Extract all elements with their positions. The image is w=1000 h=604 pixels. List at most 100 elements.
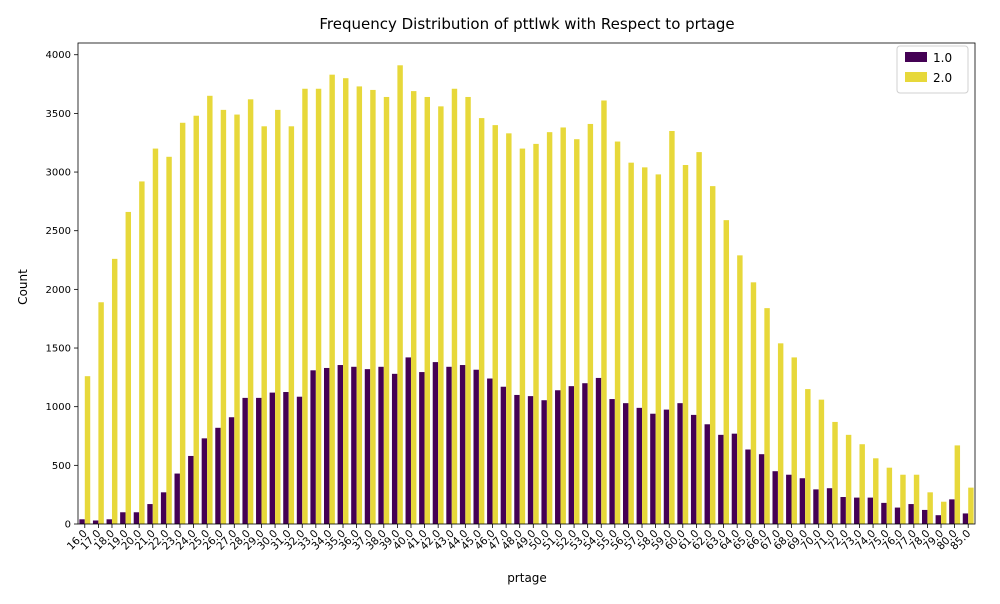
bar-series-1-38.0 xyxy=(383,96,390,524)
bar-series-0-22.0 xyxy=(160,492,167,524)
bar-series-1-21.0 xyxy=(152,148,159,524)
bar-series-0-19.0 xyxy=(120,512,126,524)
bar-series-1-25.0 xyxy=(207,95,213,524)
bar-series-1-52.0 xyxy=(574,139,580,524)
bar-series-1-36.0 xyxy=(356,86,363,524)
bar-series-0-54.0 xyxy=(595,377,602,524)
bar-series-1-50.0 xyxy=(546,132,553,524)
bar-series-1-61.0 xyxy=(696,152,702,525)
bar-series-1-62.0 xyxy=(709,186,716,524)
bars-layer xyxy=(79,65,974,525)
bar-series-0-69.0 xyxy=(799,478,806,524)
bar-series-0-41.0 xyxy=(419,372,425,524)
bar-series-0-68.0 xyxy=(786,474,792,524)
bar-series-1-43.0 xyxy=(451,88,458,524)
bar-series-0-51.0 xyxy=(555,390,561,524)
bar-series-1-57.0 xyxy=(642,167,648,525)
bar-series-0-70.0 xyxy=(813,489,819,524)
y-tick-label: 3500 xyxy=(46,109,71,120)
bar-series-0-32.0 xyxy=(296,396,303,524)
bar-series-0-62.0 xyxy=(704,424,710,524)
x-axis-label: prtage xyxy=(507,571,547,585)
bar-series-0-74.0 xyxy=(867,497,874,524)
bar-series-1-17.0 xyxy=(98,302,104,524)
bar-series-1-67.0 xyxy=(777,343,784,524)
bar-series-0-43.0 xyxy=(446,366,452,524)
bar-series-0-39.0 xyxy=(391,373,398,524)
y-tick-label: 0 xyxy=(65,520,71,531)
bar-series-0-71.0 xyxy=(826,488,833,524)
bar-series-1-34.0 xyxy=(329,74,335,525)
bar-series-0-27.0 xyxy=(228,417,235,524)
bar-series-1-30.0 xyxy=(275,109,281,525)
bar-series-1-37.0 xyxy=(370,89,376,525)
chart-title: Frequency Distribution of pttlwk with Re… xyxy=(319,15,734,33)
bar-series-0-60.0 xyxy=(677,403,683,524)
bar-series-0-28.0 xyxy=(242,397,248,524)
bar-series-0-85.0 xyxy=(962,513,969,524)
bar-series-1-77.0 xyxy=(913,474,920,524)
bar-series-0-18.0 xyxy=(106,519,112,524)
x-axis: 16.017.018.019.020.021.022.023.024.025.0… xyxy=(65,524,973,553)
bar-series-1-70.0 xyxy=(818,399,825,524)
bar-series-1-33.0 xyxy=(315,88,322,524)
bar-series-0-48.0 xyxy=(514,394,520,524)
bar-series-1-49.0 xyxy=(533,143,539,524)
bar-series-1-19.0 xyxy=(125,211,132,524)
bar-series-0-37.0 xyxy=(364,369,371,524)
bar-series-1-71.0 xyxy=(832,421,838,524)
bar-series-1-35.0 xyxy=(343,78,349,524)
bar-series-1-54.0 xyxy=(601,100,607,525)
bar-series-0-20.0 xyxy=(133,512,140,524)
bar-series-0-35.0 xyxy=(337,365,344,524)
bar-series-1-63.0 xyxy=(723,220,730,524)
bar-series-0-40.0 xyxy=(405,357,411,524)
bar-series-1-41.0 xyxy=(424,96,431,524)
bar-series-0-25.0 xyxy=(201,438,208,524)
bar-series-1-58.0 xyxy=(655,174,662,524)
bar-series-1-56.0 xyxy=(628,162,634,524)
bar-series-0-58.0 xyxy=(650,413,656,524)
y-tick-label: 3000 xyxy=(46,168,71,179)
bar-series-1-16.0 xyxy=(84,376,91,524)
bar-series-1-51.0 xyxy=(560,127,566,524)
bar-series-1-75.0 xyxy=(886,467,893,524)
legend-swatch-0 xyxy=(905,52,927,62)
bar-series-1-22.0 xyxy=(166,156,172,525)
bar-series-0-78.0 xyxy=(921,509,928,524)
bar-series-0-47.0 xyxy=(500,386,507,524)
bar-series-0-44.0 xyxy=(459,365,466,524)
bar-series-1-79.0 xyxy=(941,501,947,524)
bar-series-0-38.0 xyxy=(378,366,384,524)
bar-series-1-27.0 xyxy=(234,114,240,524)
bar-series-1-32.0 xyxy=(302,88,308,524)
bar-series-0-76.0 xyxy=(894,507,901,524)
bar-series-1-60.0 xyxy=(682,165,689,524)
bar-series-0-50.0 xyxy=(541,400,547,524)
bar-series-0-52.0 xyxy=(568,386,575,524)
bar-series-0-55.0 xyxy=(609,399,615,524)
bar-series-0-42.0 xyxy=(432,362,439,524)
bar-series-0-17.0 xyxy=(92,520,99,524)
y-tick-label: 500 xyxy=(52,461,71,472)
bar-series-1-31.0 xyxy=(288,126,295,525)
y-axis: 0 500 1000 1500 2000 2500 3000 3500 4000 xyxy=(46,50,78,531)
bar-series-0-75.0 xyxy=(881,502,887,524)
bar-series-0-45.0 xyxy=(473,369,479,524)
bar-series-1-80.0 xyxy=(954,445,961,524)
bar-series-1-39.0 xyxy=(397,65,403,524)
plot-frame xyxy=(77,42,976,525)
bar-series-0-80.0 xyxy=(949,499,955,524)
bar-series-1-29.0 xyxy=(261,126,267,525)
bar-series-0-46.0 xyxy=(487,378,493,524)
bar-series-0-66.0 xyxy=(758,454,765,524)
bar-series-1-64.0 xyxy=(737,255,743,524)
bar-series-0-64.0 xyxy=(731,433,738,524)
bar-series-0-34.0 xyxy=(323,367,330,524)
bar-series-0-59.0 xyxy=(663,409,670,524)
bar-series-0-67.0 xyxy=(772,471,778,524)
bar-series-1-28.0 xyxy=(247,99,254,524)
y-tick-label: 1500 xyxy=(46,344,71,355)
